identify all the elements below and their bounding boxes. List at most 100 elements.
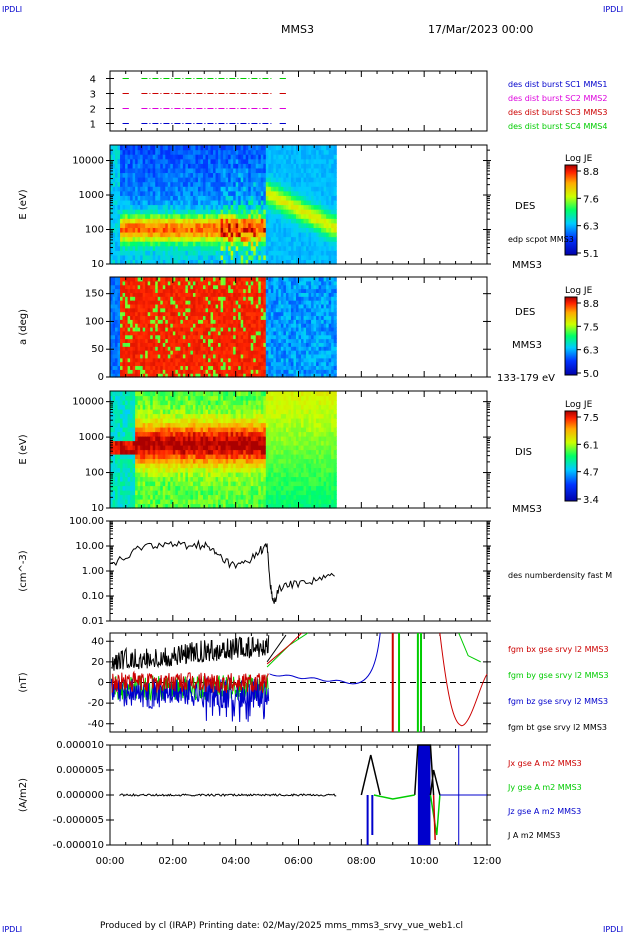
heatmap-cell [323,365,327,370]
heatmap-cell [313,145,317,151]
heatmap-cell [283,190,287,196]
heatmap-cell [223,365,227,370]
heatmap-cell [230,292,234,297]
heatmap-cell [115,259,119,265]
heatmap-cell [208,195,212,201]
heatmap-cell [233,292,237,297]
heatmap-cell [225,338,229,343]
heatmap-cell [122,323,126,328]
heatmap-cell [293,365,297,370]
heatmap-cell [283,277,287,282]
heatmap-cell [162,361,166,367]
heatmap-cell [215,353,219,359]
heatmap-cell [215,227,219,233]
heatmap-cell [205,350,209,355]
heatmap-cell [140,167,144,174]
heatmap-cell [273,177,277,183]
heatmap-cell [210,167,214,174]
heatmap-cell [263,280,267,286]
heatmap-cell [285,334,290,340]
heatmap-cell [313,303,317,309]
heatmap-cell [230,222,234,228]
heatmap-cell [120,227,124,233]
heatmap-cell [331,195,335,201]
heatmap-cell [152,361,156,367]
heatmap-cell [197,357,202,363]
heatmap-cell [333,327,337,332]
heatmap-cell [278,327,282,332]
heatmap-cell [295,323,300,328]
heatmap-cell [190,231,194,238]
heatmap-cell [298,346,302,351]
heatmap-cell [195,350,199,355]
heatmap-cell [135,350,139,355]
heatmap-cell [268,195,272,201]
heatmap-cell [285,338,290,343]
heatmap-cell [132,154,136,160]
heatmap-cell [230,172,234,178]
heatmap-cell [172,373,176,378]
heatmap-cell [235,350,239,355]
heatmap-cell [283,149,287,155]
heatmap-cell [278,163,282,169]
heatmap-cell [278,292,282,297]
heatmap-cell [326,145,330,151]
heatmap-cell [270,277,274,282]
heatmap-cell [135,288,139,293]
heatmap-cell [235,254,239,261]
heatmap-cell [235,222,239,228]
heatmap-cell [185,292,189,297]
heatmap-cell [215,334,219,340]
heatmap-cell [301,284,305,290]
heatmap-cell [270,199,274,206]
heatmap-cell [233,231,237,238]
heatmap-cell [270,250,274,256]
heatmap-cell [295,296,300,301]
heatmap-cell [321,373,325,378]
heatmap-cell [150,154,154,160]
heatmap-cell [140,296,144,301]
heatmap-cell [115,427,119,433]
heatmap-cell [228,350,232,355]
heatmap-cell [293,319,297,324]
heatmap-cell [200,361,204,367]
heatmap-cell [233,277,237,282]
heatmap-cell [258,369,262,374]
heatmap-cell [245,338,249,343]
heatmap-cell [205,181,209,187]
heatmap-cell [311,319,315,324]
heatmap-cell [192,277,197,282]
heatmap-cell [316,167,320,174]
heatmap-cell [270,315,274,320]
heatmap-cell [157,190,161,196]
heatmap-cell [157,236,161,242]
heatmap-cell [323,334,327,340]
heatmap-cell [323,236,327,242]
heatmap-cell [165,163,169,169]
heatmap-cell [230,300,234,305]
heatmap-cell [132,342,136,347]
heatmap-cell [265,181,269,187]
heatmap-cell [243,154,247,160]
heatmap-cell [280,195,285,201]
heatmap-cell [323,280,327,286]
heatmap-cell [160,199,164,206]
heatmap-cell [280,350,285,355]
heatmap-cell [152,172,156,178]
heatmap-cell [165,195,169,201]
heatmap-cell [263,241,267,247]
heatmap-cell [130,307,134,313]
heatmap-cell [215,190,219,196]
heatmap-cell [268,167,272,174]
heatmap-cell [243,288,247,293]
heatmap-cell [275,250,279,256]
heatmap-cell [142,218,146,224]
heatmap-cell [175,154,179,160]
heatmap-cell [160,209,164,215]
heatmap-cell [225,227,229,233]
heatmap-cell [248,330,252,336]
heatmap-cell [233,323,237,328]
heatmap-cell [301,177,305,183]
heatmap-cell [187,280,192,286]
heatmap-cell [140,204,144,210]
